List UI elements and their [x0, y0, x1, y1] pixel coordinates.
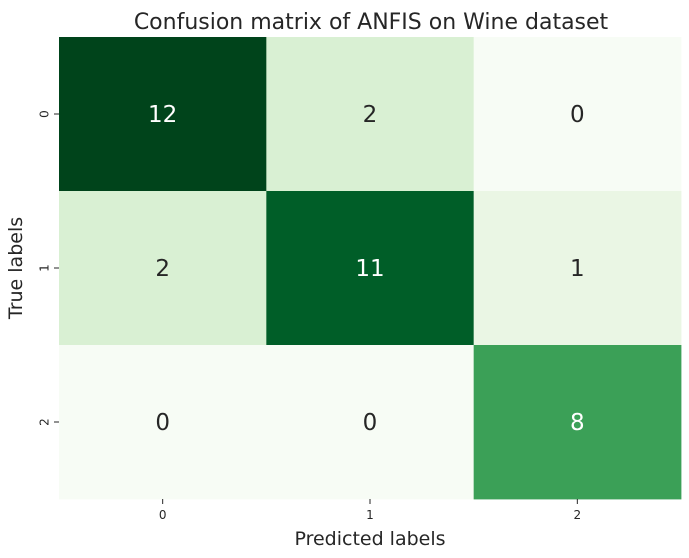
heatmap-cell-label-1-2: 1 — [570, 256, 585, 282]
y-tick-label-0: 0 — [38, 110, 52, 118]
x-axis-ticks: 0 1 2 — [159, 499, 581, 522]
heatmap-cell-2-1 — [266, 345, 475, 500]
chart-title: Confusion matrix of ANFIS on Wine datase… — [134, 10, 609, 35]
y-axis-label: True labels — [5, 217, 27, 320]
heatmap-cells: 12 2 02 11 10 0 8 — [59, 37, 682, 500]
heatmap-cell-label-2-1: 0 — [363, 410, 378, 436]
x-axis-label: Predicted labels — [294, 528, 445, 550]
heatmap-cell-label-1-0: 2 — [155, 256, 170, 282]
y-tick-label-1: 1 — [38, 264, 52, 272]
heatmap-cell-label-0-0: 12 — [148, 102, 177, 128]
heatmap-cell-1-1 — [266, 191, 475, 346]
heatmap-cell-label-1-1: 11 — [355, 256, 384, 282]
heatmap-cell-0-2 — [473, 37, 682, 192]
heatmap-cell-2-0 — [59, 345, 267, 500]
y-axis-ticks: 0 1 2 — [38, 110, 59, 426]
heatmap-cell-label-0-2: 0 — [570, 102, 585, 128]
heatmap-cell-2-2 — [473, 345, 682, 500]
heatmap-cell-label-2-2: 8 — [570, 410, 585, 436]
heatmap-cell-1-0 — [59, 191, 267, 346]
heatmap-cell-label-2-0: 0 — [155, 410, 170, 436]
heatmap-cell-label-0-1: 2 — [363, 102, 378, 128]
x-tick-label-2: 2 — [574, 508, 582, 522]
y-tick-label-2: 2 — [38, 418, 52, 426]
x-tick-label-0: 0 — [159, 508, 167, 522]
heatmap-cell-0-1 — [266, 37, 475, 192]
heatmap-cell-0-0 — [59, 37, 267, 192]
heatmap-cell-1-2 — [473, 191, 682, 346]
x-tick-label-1: 1 — [366, 508, 374, 522]
